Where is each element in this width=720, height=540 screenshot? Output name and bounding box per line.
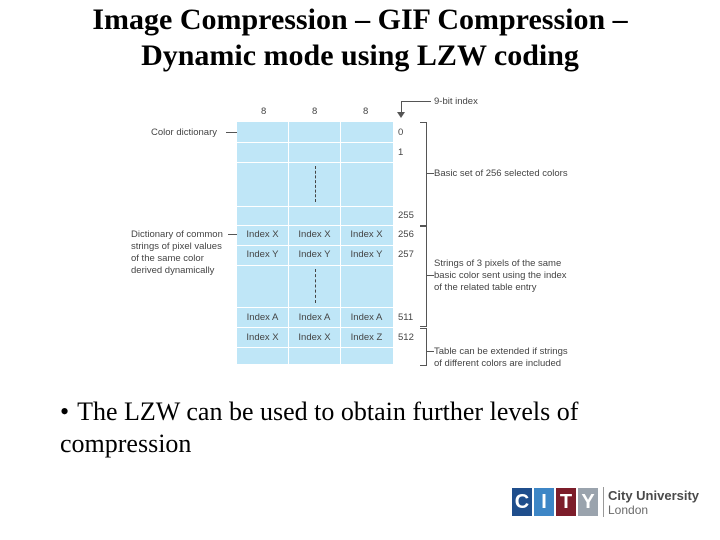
common-strings-label: of the same color [131, 253, 204, 264]
table-column-divider [340, 122, 341, 364]
table-row-divider [237, 162, 393, 163]
table-cell: Index Y [246, 249, 279, 260]
index-header-label: 9-bit index [434, 96, 478, 107]
logo-letter-box: C [512, 488, 532, 516]
column-width-label: 8 [363, 106, 369, 117]
bullet-point: • The LZW can be used to obtain further l… [60, 396, 680, 460]
index-number: 257 [398, 249, 414, 260]
table-cell: Index A [298, 312, 331, 323]
table-row-divider [237, 347, 393, 348]
continuation-dashes [315, 269, 316, 303]
table-cell: Index X [298, 332, 331, 343]
extended-leader [427, 351, 434, 352]
table-cell: Index Y [298, 249, 331, 260]
city-university-logo: C I T Y City University London [512, 485, 702, 519]
index-header-leader [401, 101, 431, 102]
continuation-dashes [315, 166, 316, 202]
common-strings-label: strings of pixel values [131, 241, 222, 252]
index-header-leader [401, 101, 402, 113]
table-column-divider [288, 122, 289, 364]
table-cell: Index A [246, 312, 279, 323]
table-row-divider [237, 307, 393, 308]
common-strings-label: Dictionary of common [131, 229, 223, 240]
table-cell: Index A [350, 312, 383, 323]
arrow-down-icon [397, 112, 405, 118]
index-number: 511 [398, 312, 414, 323]
basic-set-note: Basic set of 256 selected colors [434, 168, 568, 179]
color-dictionary-label: Color dictionary [151, 127, 217, 138]
basic-set-bracket [420, 122, 427, 226]
logo-letter-box: Y [578, 488, 598, 516]
table-cell: Index X [298, 229, 331, 240]
common-strings-label: derived dynamically [131, 265, 215, 276]
logo-letter: C [514, 491, 530, 513]
common-strings-leader [228, 234, 237, 235]
table-row-divider [237, 225, 393, 226]
logo-letter: Y [581, 491, 595, 513]
bullet-icon: • [60, 397, 70, 426]
extended-note: of different colors are included [434, 358, 562, 369]
logo-letter: I [541, 491, 547, 513]
logo-subtitle: London [608, 503, 649, 517]
color-dictionary-leader [226, 132, 237, 133]
lzw-dictionary-diagram: 8 8 8 9-bit index Color dictionary Dicti… [131, 96, 568, 369]
table-row-divider [237, 265, 393, 266]
column-width-label: 8 [312, 106, 318, 117]
index-number: 512 [398, 332, 414, 343]
table-row-divider [237, 206, 393, 207]
extended-bracket [420, 328, 427, 366]
logo-divider [603, 487, 604, 517]
table-row-divider [237, 327, 393, 328]
strings-note: of the related table entry [434, 282, 537, 293]
table-row-divider [237, 142, 393, 143]
table-cell: Index Z [350, 332, 383, 343]
strings-leader [427, 275, 434, 276]
index-number: 0 [398, 127, 404, 138]
slide-title: Image Compression – GIF Compression – Dy… [0, 2, 720, 74]
extended-note: Table can be extended if strings [434, 346, 568, 357]
title-line-1: Image Compression – GIF Compression – [92, 3, 628, 36]
index-number: 255 [398, 210, 414, 221]
strings-bracket [420, 226, 427, 327]
strings-note: Strings of 3 pixels of the same [434, 258, 562, 269]
title-line-2: Dynamic mode using LZW coding [141, 39, 579, 72]
strings-note: basic color sent using the index [434, 270, 567, 281]
logo-letter: T [559, 491, 573, 513]
logo-name: City University [608, 488, 700, 503]
table-cell: Index X [350, 229, 383, 240]
index-number: 1 [398, 147, 404, 158]
table-cell: Index X [246, 229, 279, 240]
logo-letter-box: I [534, 488, 554, 516]
table-cell: Index X [246, 332, 279, 343]
bullet-text: The LZW can be used to obtain further le… [60, 397, 579, 458]
table-row-divider [237, 245, 393, 246]
logo-letter-box: T [556, 488, 576, 516]
table-cell: Index Y [350, 249, 383, 260]
column-width-label: 8 [261, 106, 267, 117]
basic-set-leader [427, 173, 434, 174]
index-number: 256 [398, 229, 414, 240]
